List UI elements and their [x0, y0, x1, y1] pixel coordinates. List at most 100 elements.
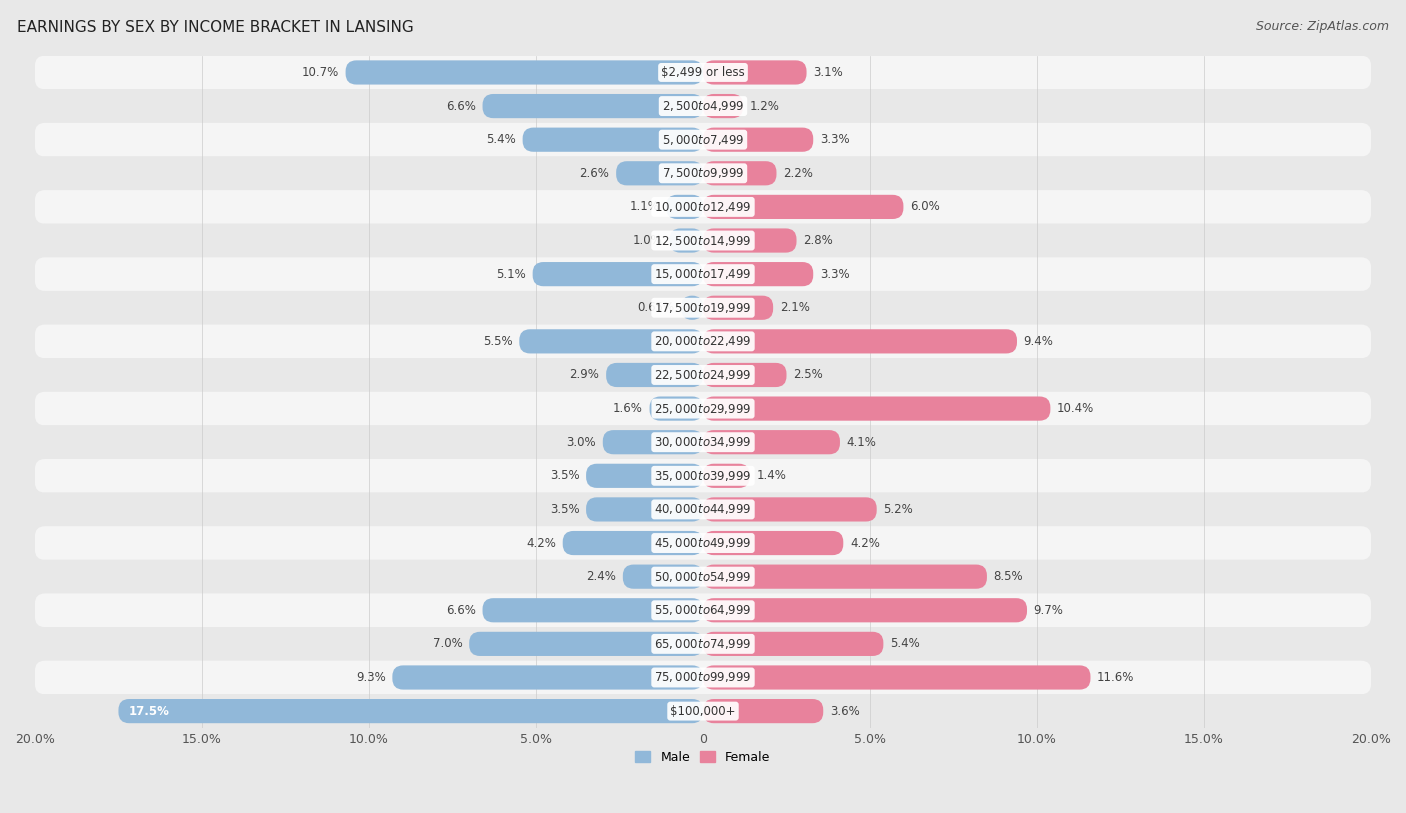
- Text: $2,499 or less: $2,499 or less: [661, 66, 745, 79]
- FancyBboxPatch shape: [606, 363, 703, 387]
- FancyBboxPatch shape: [703, 296, 773, 320]
- FancyBboxPatch shape: [703, 564, 987, 589]
- FancyBboxPatch shape: [35, 89, 1371, 123]
- Text: 1.1%: 1.1%: [630, 201, 659, 213]
- FancyBboxPatch shape: [35, 224, 1371, 258]
- Text: 0.65%: 0.65%: [637, 302, 675, 315]
- Text: $35,000 to $39,999: $35,000 to $39,999: [654, 469, 752, 483]
- Text: $50,000 to $54,999: $50,000 to $54,999: [654, 570, 752, 584]
- Text: 5.4%: 5.4%: [890, 637, 920, 650]
- Text: 9.7%: 9.7%: [1033, 604, 1063, 617]
- FancyBboxPatch shape: [703, 161, 776, 185]
- Text: 3.1%: 3.1%: [813, 66, 844, 79]
- FancyBboxPatch shape: [669, 228, 703, 253]
- FancyBboxPatch shape: [392, 665, 703, 689]
- Text: $22,500 to $24,999: $22,500 to $24,999: [654, 368, 752, 382]
- FancyBboxPatch shape: [35, 123, 1371, 156]
- Text: 6.6%: 6.6%: [446, 99, 475, 112]
- FancyBboxPatch shape: [35, 459, 1371, 493]
- FancyBboxPatch shape: [586, 498, 703, 521]
- Text: 4.2%: 4.2%: [851, 537, 880, 550]
- Text: $7,500 to $9,999: $7,500 to $9,999: [662, 167, 744, 180]
- FancyBboxPatch shape: [35, 55, 1371, 89]
- FancyBboxPatch shape: [523, 128, 703, 152]
- FancyBboxPatch shape: [35, 593, 1371, 627]
- FancyBboxPatch shape: [482, 598, 703, 623]
- Text: 2.1%: 2.1%: [780, 302, 810, 315]
- Text: $65,000 to $74,999: $65,000 to $74,999: [654, 637, 752, 651]
- Legend: Male, Female: Male, Female: [630, 746, 776, 769]
- FancyBboxPatch shape: [35, 627, 1371, 661]
- FancyBboxPatch shape: [703, 632, 883, 656]
- Text: 1.2%: 1.2%: [749, 99, 780, 112]
- FancyBboxPatch shape: [562, 531, 703, 555]
- Text: 2.5%: 2.5%: [793, 368, 823, 381]
- Text: 3.5%: 3.5%: [550, 503, 579, 516]
- Text: $12,500 to $14,999: $12,500 to $14,999: [654, 233, 752, 247]
- Text: 9.4%: 9.4%: [1024, 335, 1053, 348]
- FancyBboxPatch shape: [666, 195, 703, 219]
- Text: $5,000 to $7,499: $5,000 to $7,499: [662, 133, 744, 146]
- FancyBboxPatch shape: [603, 430, 703, 454]
- FancyBboxPatch shape: [703, 397, 1050, 420]
- FancyBboxPatch shape: [533, 262, 703, 286]
- FancyBboxPatch shape: [682, 296, 703, 320]
- FancyBboxPatch shape: [650, 397, 703, 420]
- Text: 5.4%: 5.4%: [486, 133, 516, 146]
- Text: $10,000 to $12,499: $10,000 to $12,499: [654, 200, 752, 214]
- FancyBboxPatch shape: [703, 195, 904, 219]
- Text: 1.4%: 1.4%: [756, 469, 786, 482]
- Text: 6.0%: 6.0%: [910, 201, 939, 213]
- Text: 3.3%: 3.3%: [820, 267, 849, 280]
- FancyBboxPatch shape: [35, 291, 1371, 324]
- Text: 10.7%: 10.7%: [302, 66, 339, 79]
- FancyBboxPatch shape: [623, 564, 703, 589]
- Text: 10.4%: 10.4%: [1057, 402, 1094, 415]
- FancyBboxPatch shape: [703, 60, 807, 85]
- FancyBboxPatch shape: [35, 324, 1371, 359]
- Text: 3.3%: 3.3%: [820, 133, 849, 146]
- FancyBboxPatch shape: [703, 598, 1026, 623]
- FancyBboxPatch shape: [703, 228, 797, 253]
- Text: 7.0%: 7.0%: [433, 637, 463, 650]
- Text: EARNINGS BY SEX BY INCOME BRACKET IN LANSING: EARNINGS BY SEX BY INCOME BRACKET IN LAN…: [17, 20, 413, 35]
- Text: 3.5%: 3.5%: [550, 469, 579, 482]
- FancyBboxPatch shape: [35, 156, 1371, 190]
- FancyBboxPatch shape: [703, 128, 813, 152]
- Text: 3.6%: 3.6%: [830, 705, 859, 718]
- Text: 17.5%: 17.5%: [128, 705, 169, 718]
- FancyBboxPatch shape: [703, 262, 813, 286]
- FancyBboxPatch shape: [703, 329, 1017, 354]
- FancyBboxPatch shape: [703, 699, 824, 724]
- FancyBboxPatch shape: [470, 632, 703, 656]
- Text: 5.5%: 5.5%: [484, 335, 513, 348]
- Text: $15,000 to $17,499: $15,000 to $17,499: [654, 267, 752, 281]
- FancyBboxPatch shape: [703, 531, 844, 555]
- Text: Source: ZipAtlas.com: Source: ZipAtlas.com: [1256, 20, 1389, 33]
- Text: 8.5%: 8.5%: [994, 570, 1024, 583]
- FancyBboxPatch shape: [703, 94, 744, 118]
- Text: 11.6%: 11.6%: [1097, 671, 1135, 684]
- Text: 6.6%: 6.6%: [446, 604, 475, 617]
- FancyBboxPatch shape: [35, 493, 1371, 526]
- FancyBboxPatch shape: [35, 661, 1371, 694]
- FancyBboxPatch shape: [35, 392, 1371, 425]
- Text: 2.8%: 2.8%: [803, 234, 832, 247]
- FancyBboxPatch shape: [35, 258, 1371, 291]
- FancyBboxPatch shape: [482, 94, 703, 118]
- Text: 3.0%: 3.0%: [567, 436, 596, 449]
- Text: 1.6%: 1.6%: [613, 402, 643, 415]
- FancyBboxPatch shape: [35, 359, 1371, 392]
- Text: $30,000 to $34,999: $30,000 to $34,999: [654, 435, 752, 450]
- Text: $45,000 to $49,999: $45,000 to $49,999: [654, 536, 752, 550]
- FancyBboxPatch shape: [118, 699, 703, 724]
- FancyBboxPatch shape: [703, 665, 1091, 689]
- FancyBboxPatch shape: [35, 526, 1371, 560]
- Text: 4.1%: 4.1%: [846, 436, 876, 449]
- FancyBboxPatch shape: [35, 560, 1371, 593]
- FancyBboxPatch shape: [703, 498, 877, 521]
- FancyBboxPatch shape: [586, 463, 703, 488]
- Text: $25,000 to $29,999: $25,000 to $29,999: [654, 402, 752, 415]
- Text: 2.9%: 2.9%: [569, 368, 599, 381]
- FancyBboxPatch shape: [35, 694, 1371, 728]
